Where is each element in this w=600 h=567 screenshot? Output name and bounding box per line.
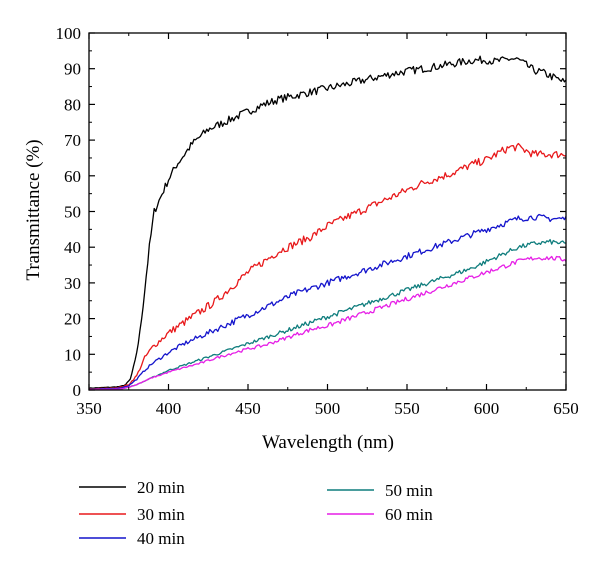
ticks-layer: 350 400 450 500 550 600 650 0 10 20 30 40 50 60 70 80 90… (56, 24, 579, 418)
series-line-3 (88, 238, 567, 391)
series-line-0 (88, 55, 567, 390)
y-tick-label: 20 (64, 310, 81, 329)
x-tick-label: 600 (474, 399, 500, 418)
y-tick-label: 0 (73, 381, 82, 400)
x-tick-label: 400 (156, 399, 182, 418)
y-tick-label: 60 (64, 167, 81, 186)
series-layer (88, 55, 567, 391)
y-tick-label: 70 (64, 131, 81, 150)
legend-label: 60 min (385, 505, 433, 524)
series-line-1 (88, 142, 567, 390)
y-tick-label: 50 (64, 203, 81, 222)
legend-label: 50 min (385, 481, 433, 500)
x-tick-label: 550 (394, 399, 420, 418)
legend-label: 30 min (137, 505, 185, 524)
y-tick-label: 10 (64, 345, 81, 364)
x-tick-label: 650 (553, 399, 579, 418)
legend: 20 min 30 min 40 min 50 min 60 min (79, 478, 433, 548)
legend-label: 40 min (137, 529, 185, 548)
x-tick-label: 450 (235, 399, 261, 418)
y-tick-label: 30 (64, 274, 81, 293)
series-line-2 (88, 213, 567, 391)
x-axis-title: Wavelength (nm) (262, 432, 394, 453)
y-tick-label: 90 (64, 60, 81, 79)
y-tick-label: 80 (64, 95, 81, 114)
x-tick-label: 500 (315, 399, 341, 418)
legend-label: 20 min (137, 478, 185, 497)
x-tick-label: 350 (76, 399, 102, 418)
y-axis-title: Transmittance (%) (23, 139, 44, 280)
plot-frame (88, 32, 567, 391)
series-line-4 (88, 255, 567, 391)
y-tick-label: 40 (64, 238, 81, 257)
y-tick-label: 100 (56, 24, 82, 43)
